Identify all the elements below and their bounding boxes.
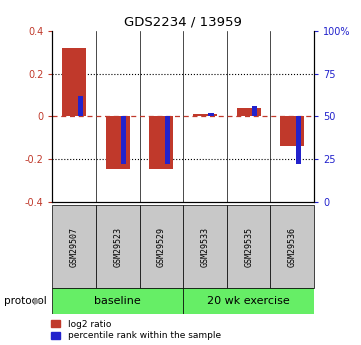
Text: GSM29533: GSM29533 (200, 227, 209, 267)
Text: GSM29523: GSM29523 (113, 227, 122, 267)
Bar (78, 96, 83, 117)
Bar (165, 117, 170, 164)
Title: GDS2234 / 13959: GDS2234 / 13959 (124, 16, 242, 29)
Bar (270, 205, 314, 288)
Bar (96, 205, 140, 288)
Bar (252, 106, 257, 117)
Bar (183, 205, 227, 288)
Bar (208, 113, 214, 117)
Bar (140, 205, 183, 288)
Bar (296, 117, 301, 164)
Legend: log2 ratio, percentile rank within the sample: log2 ratio, percentile rank within the s… (52, 320, 221, 341)
Text: ▶: ▶ (34, 296, 42, 306)
Text: GSM29529: GSM29529 (157, 227, 166, 267)
Text: GSM29507: GSM29507 (70, 227, 79, 267)
Bar (149, 117, 173, 169)
Bar (227, 205, 270, 288)
Bar (121, 117, 126, 164)
Text: GSM29535: GSM29535 (244, 227, 253, 267)
Bar (106, 117, 130, 169)
Bar (237, 108, 261, 117)
Bar (193, 114, 217, 117)
Text: baseline: baseline (94, 296, 141, 306)
Text: protocol: protocol (4, 296, 46, 306)
Text: GSM29536: GSM29536 (288, 227, 297, 267)
Text: 20 wk exercise: 20 wk exercise (207, 296, 290, 306)
Bar (183, 288, 314, 314)
Bar (62, 48, 86, 117)
Bar (280, 117, 304, 146)
Bar (52, 205, 96, 288)
Bar (52, 288, 183, 314)
